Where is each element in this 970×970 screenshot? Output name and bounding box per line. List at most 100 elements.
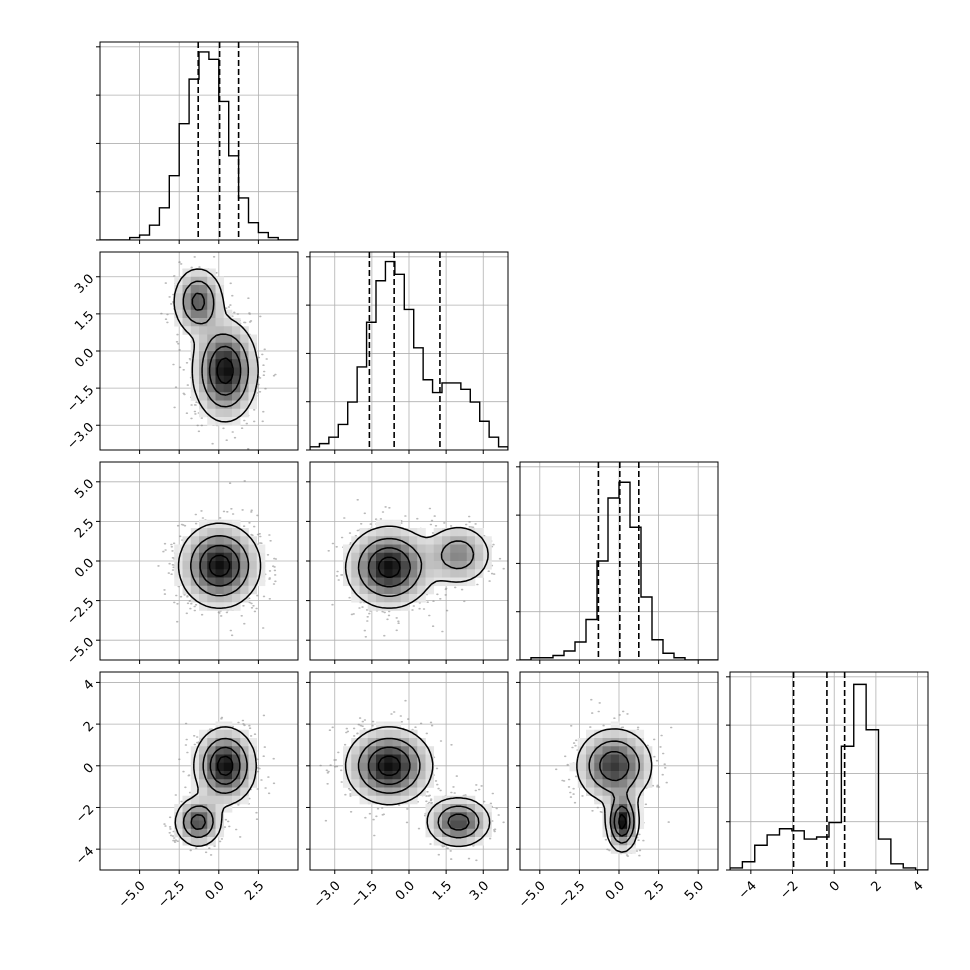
density-cell xyxy=(409,594,418,603)
density-cell xyxy=(174,276,183,286)
density-cell xyxy=(367,762,377,772)
density-cell xyxy=(417,738,426,747)
density-cell xyxy=(384,594,393,603)
density-cell xyxy=(619,820,628,830)
density-cell xyxy=(359,779,369,788)
density-cell xyxy=(475,544,484,554)
density-cell xyxy=(619,746,628,755)
density-cell xyxy=(248,771,258,780)
density-cell xyxy=(215,326,225,335)
density-cell xyxy=(343,746,352,755)
density-cell xyxy=(384,577,393,587)
density-cell xyxy=(450,569,459,578)
density-cell xyxy=(232,771,241,780)
density-cell xyxy=(367,746,377,755)
contour-level-0 xyxy=(174,726,257,847)
density-cell xyxy=(610,738,620,747)
density-cell xyxy=(400,594,410,603)
density-cell xyxy=(384,779,393,788)
density-cell xyxy=(442,552,451,562)
density-cell xyxy=(359,569,369,578)
density-cell xyxy=(400,771,410,780)
density-cell xyxy=(215,351,225,360)
density-cell xyxy=(627,746,636,755)
density-cell xyxy=(190,594,200,603)
density-cell xyxy=(182,276,192,286)
density-cell xyxy=(223,721,233,731)
density-cell xyxy=(433,561,443,570)
density-cell xyxy=(392,528,402,537)
density-cell xyxy=(594,738,603,747)
density-cell xyxy=(417,771,426,780)
density-cell xyxy=(215,552,225,562)
density-cell xyxy=(384,762,393,772)
density-cell xyxy=(232,779,241,788)
density-cell xyxy=(450,820,459,830)
density-cell xyxy=(359,561,369,570)
density-cell xyxy=(215,594,225,603)
density-cell xyxy=(594,729,603,739)
density-cell xyxy=(190,795,200,805)
density-cell xyxy=(232,417,241,426)
density-cell xyxy=(215,820,225,830)
density-cell xyxy=(223,754,233,764)
density-cell xyxy=(207,746,216,755)
density-cell xyxy=(207,820,216,830)
density-cell xyxy=(627,738,636,747)
density-cell xyxy=(466,569,476,578)
density-cell xyxy=(458,837,468,846)
density-cell xyxy=(392,771,402,780)
density-cell xyxy=(223,594,233,603)
density-cell xyxy=(207,318,216,327)
density-cell xyxy=(586,771,595,780)
density-cell xyxy=(240,359,249,368)
density-cell xyxy=(425,779,435,788)
density-cell xyxy=(619,779,628,788)
density-cell xyxy=(602,787,612,797)
density-cell xyxy=(635,746,645,755)
density-cell xyxy=(417,762,426,772)
density-cell xyxy=(475,804,484,813)
density-cell xyxy=(466,552,476,562)
density-cell xyxy=(376,569,385,578)
density-cell xyxy=(190,367,200,377)
density-cell xyxy=(223,392,233,401)
density-cell xyxy=(483,561,492,570)
density-cell xyxy=(367,569,377,578)
density-cell xyxy=(240,795,249,805)
density-cell xyxy=(586,762,595,772)
density-cell xyxy=(376,754,385,764)
x-tick-label: 5.0 xyxy=(682,878,707,903)
density-cell xyxy=(643,762,653,772)
density-cell xyxy=(351,779,360,788)
density-cell xyxy=(400,585,410,595)
density-cell xyxy=(417,536,426,545)
density-cell xyxy=(248,400,258,410)
density-cell xyxy=(610,837,620,846)
density-cell xyxy=(619,771,628,780)
density-cell xyxy=(223,375,233,385)
density-cell xyxy=(400,754,410,764)
density-cell xyxy=(376,746,385,755)
density-cell xyxy=(240,787,249,797)
density-cell xyxy=(199,828,208,838)
density-cell xyxy=(466,528,476,537)
density-cell xyxy=(199,285,208,294)
density-layers xyxy=(555,698,673,857)
density-cell xyxy=(610,828,620,838)
density-cell xyxy=(207,804,216,813)
density-cell xyxy=(442,820,451,830)
density-cell xyxy=(207,285,216,294)
density-cell xyxy=(199,276,208,286)
density-cell xyxy=(232,326,241,335)
density-cell xyxy=(207,602,216,611)
density-cell xyxy=(409,795,418,805)
density-cell xyxy=(433,795,443,805)
contour-level-3 xyxy=(216,755,234,777)
density-cell xyxy=(635,771,645,780)
density-cell xyxy=(351,552,360,562)
x-tick-label: 1.5 xyxy=(430,878,455,903)
density-cell xyxy=(400,536,410,545)
density-cell xyxy=(450,828,459,838)
density-cell xyxy=(392,577,402,587)
